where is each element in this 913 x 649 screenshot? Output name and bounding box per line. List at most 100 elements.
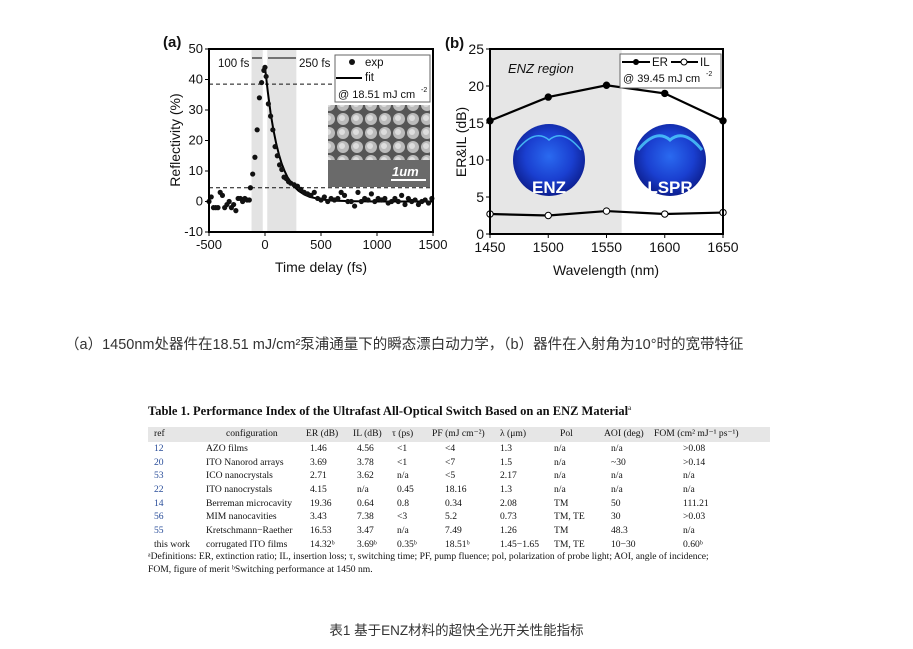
- x-tick-label: 1450: [474, 239, 505, 255]
- header-cell: IL (dB): [353, 428, 382, 439]
- field-map-inset: [513, 124, 585, 196]
- table-cell: n/a: [397, 470, 409, 482]
- ref-cell[interactable]: 20: [154, 456, 164, 468]
- data-point-il: [602, 207, 611, 215]
- ref-cell[interactable]: 22: [154, 484, 164, 496]
- legend-il-marker: [680, 58, 688, 66]
- table-row: 14 Berreman microcavity 19.36 0.64 0.8 0.34 2.…: [148, 497, 770, 511]
- x-tick-label: 1650: [707, 239, 738, 255]
- legend-er-label: ER: [652, 57, 668, 69]
- exp-data-point: [321, 194, 327, 200]
- table-cell: 0.64: [357, 497, 374, 509]
- ref-cell[interactable]: 55: [154, 525, 164, 537]
- table-cell: <5: [445, 470, 456, 482]
- table-cell: <1: [397, 443, 408, 454]
- legend-fluence-sup: -2: [706, 71, 712, 78]
- table-cell: 111.21: [683, 497, 709, 509]
- legend-exp-marker: [349, 59, 355, 65]
- exp-data-point: [250, 171, 256, 177]
- table-cell: 16.53: [310, 525, 332, 537]
- panel-label-b: (b): [445, 35, 464, 52]
- table-cell: n/a: [554, 470, 566, 482]
- table-cell: 3.43: [310, 511, 327, 523]
- exp-data-point: [262, 64, 268, 70]
- exp-data-point: [415, 201, 422, 208]
- exp-data-point: [395, 198, 401, 205]
- exp-data-point: [422, 197, 428, 203]
- table-cell: 0.34: [445, 497, 462, 509]
- exp-data-point: [298, 186, 304, 192]
- exp-data-point: [247, 185, 254, 191]
- legend-il-label: IL: [700, 57, 710, 69]
- table-cell: n/a: [397, 525, 409, 537]
- table-cell: Kretschmann−Raether: [206, 525, 293, 537]
- table-cell: 0.35ᵇ: [397, 538, 417, 550]
- exp-data-point: [325, 198, 331, 205]
- y-axis-label: ER&IL (dB): [453, 107, 469, 177]
- x-axis-label: Wavelength (nm): [553, 262, 659, 278]
- table-cell: 4.15: [310, 484, 327, 496]
- y-tick-label: 10: [468, 152, 484, 168]
- legend-fluence-note: @ 39.45 mJ cm: [623, 73, 700, 85]
- table-cell: ITO Nanorod arrays: [206, 456, 284, 468]
- exp-data-point: [259, 79, 265, 86]
- exp-data-point: [352, 203, 358, 209]
- y-tick-label: 30: [189, 102, 203, 117]
- legend-fluence-sup: -2: [421, 87, 427, 94]
- table-cell: 3.62: [357, 470, 374, 482]
- x-tick-label: 1500: [533, 239, 564, 255]
- table-cell: 3.69: [310, 456, 327, 468]
- table-cell: 2.17: [500, 470, 517, 482]
- inset-label: LSPR: [647, 178, 692, 197]
- y-tick-label: 10: [189, 163, 203, 178]
- exp-data-point: [368, 191, 374, 197]
- ref-cell: this work: [154, 538, 190, 550]
- y-tick-label: -10: [184, 224, 203, 239]
- table-cell: 14.32ᵇ: [310, 538, 335, 550]
- table-cell: 5.2: [445, 511, 457, 523]
- y-tick-label: 15: [468, 115, 484, 131]
- exp-data-point: [215, 205, 221, 211]
- table-cell: 18.16: [445, 484, 467, 496]
- ref-cell[interactable]: 12: [154, 443, 164, 454]
- table-cell: 2.71: [310, 470, 327, 482]
- table-cell: 0.60ᵇ: [683, 538, 703, 550]
- exp-data-point: [272, 144, 278, 150]
- table-cell: 1.46: [310, 443, 327, 454]
- table-cell: 3.69ᵇ: [357, 538, 377, 550]
- y-tick-label: 50: [189, 41, 203, 56]
- data-point-er: [544, 93, 552, 101]
- exp-data-point: [341, 192, 348, 198]
- table-cell: >0.14: [683, 456, 706, 468]
- ref-cell[interactable]: 56: [154, 511, 164, 523]
- table-cell: 1.5: [500, 456, 512, 468]
- table-caption: 表1 基于ENZ材料的超快全光开关性能指标: [329, 623, 584, 638]
- table-row: 53 ICO nanocrystals 2.71 3.62 n/a <5 2.17 n/a n/…: [148, 469, 770, 483]
- sem-substrate: [328, 160, 430, 187]
- ref-cell[interactable]: 14: [154, 497, 164, 509]
- y-tick-label: 40: [189, 72, 203, 87]
- table-cell: MIM nanocavities: [206, 511, 277, 523]
- exp-data-point: [226, 198, 232, 205]
- exp-data-point: [399, 192, 405, 198]
- ref-cell[interactable]: 53: [154, 470, 164, 482]
- table-cell: <4: [445, 443, 456, 454]
- table-cell: ~30: [611, 456, 626, 468]
- x-tick-label: 1600: [649, 239, 680, 255]
- table-cell: 7.38: [357, 511, 374, 523]
- table-cell: 1.3: [500, 484, 512, 496]
- exp-data-point: [265, 101, 271, 107]
- table-cell: 48.3: [611, 525, 628, 537]
- field-hotspot-arc: [636, 134, 704, 151]
- exp-data-point: [335, 195, 341, 202]
- inset-label: ENZ: [532, 178, 566, 197]
- exp-data-point: [294, 183, 301, 189]
- exp-data-point: [318, 197, 324, 203]
- table-cell: <7: [445, 456, 456, 468]
- legend-er-marker: [633, 59, 639, 65]
- table-cell: ICO nanocrystals: [206, 470, 273, 482]
- table-cell: <1: [397, 456, 408, 468]
- exp-data-point: [256, 95, 262, 101]
- legend-fluence-note: @ 18.51 mJ cm: [338, 89, 415, 101]
